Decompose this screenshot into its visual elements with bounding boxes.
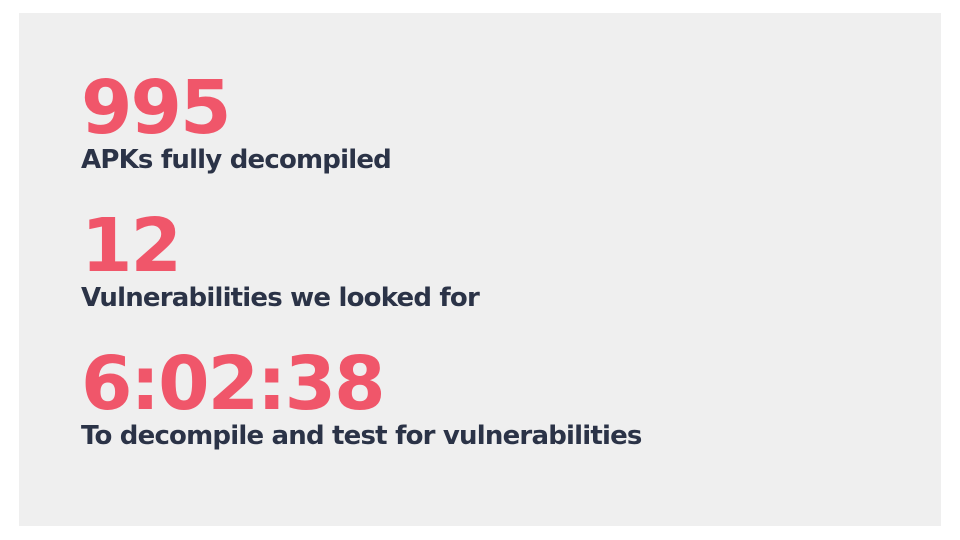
stat-label: APKs fully decompiled — [81, 145, 392, 175]
slide-panel: 995 APKs fully decompiled 12 Vulnerabili… — [19, 13, 941, 526]
stat-apks-decompiled: 995 APKs fully decompiled — [81, 65, 392, 175]
stat-value: 995 — [81, 65, 231, 151]
stat-vulnerabilities: 12 Vulnerabilities we looked for — [81, 203, 480, 313]
stat-label: Vulnerabilities we looked for — [81, 283, 480, 313]
stat-value: 6:02:38 — [81, 341, 386, 427]
stat-value: 12 — [81, 203, 182, 289]
stat-label: To decompile and test for vulnerabilitie… — [81, 421, 642, 451]
stat-duration: 6:02:38 To decompile and test for vulner… — [81, 347, 642, 451]
